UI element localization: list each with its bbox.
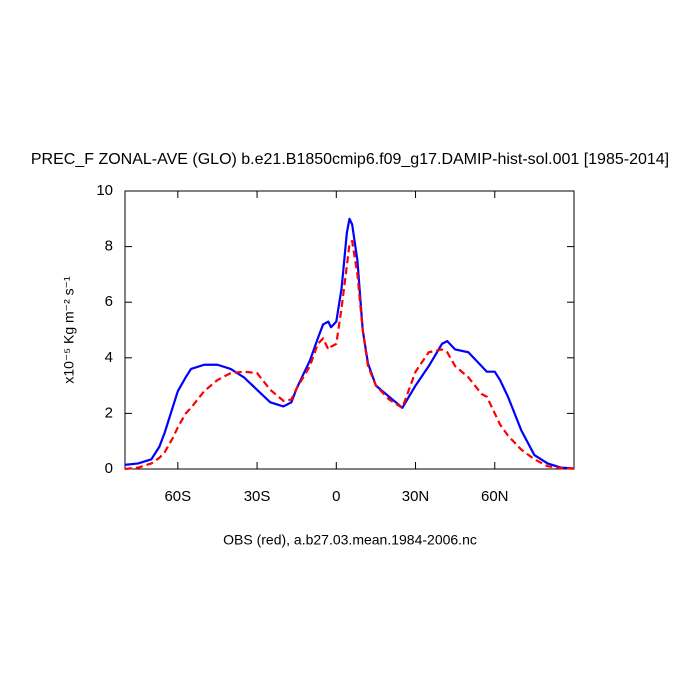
x-tick-label: 30N [402, 488, 430, 505]
y-tick-label: 4 [105, 349, 113, 366]
x-axis-label: OBS (red), a.b27.03.mean.1984-2006.nc [223, 532, 477, 548]
y-tick-label: 10 [96, 182, 113, 199]
x-tick-label: 60N [481, 488, 509, 505]
x-tick-label: 30S [244, 488, 271, 505]
chart-title: PREC_F ZONAL-AVE (GLO) b.e21.B1850cmip6.… [31, 151, 669, 168]
series-line [124, 239, 575, 471]
plot-frame [124, 190, 575, 470]
y-tick-label: 6 [105, 293, 113, 310]
y-tick-label: 8 [105, 238, 113, 255]
y-axis-label: x10⁻⁵ Kg m⁻² s⁻¹ [61, 276, 77, 384]
y-tick-label: 0 [105, 460, 113, 477]
y-tick-label: 2 [105, 404, 113, 421]
series-line [124, 217, 575, 470]
x-tick-label: 0 [332, 488, 340, 505]
x-tick-label: 60S [164, 488, 191, 505]
